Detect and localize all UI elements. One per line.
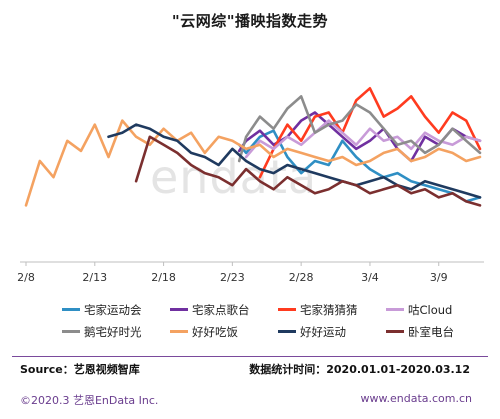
legend-item: 宅家运动会 [62,302,142,317]
legend-swatch [170,330,188,333]
legend-swatch [62,330,80,333]
site-link[interactable]: www.endata.com.cn [360,392,473,405]
period-text: 数据统计时间：2020.01.01-2020.03.12 [249,363,470,376]
series-layer [24,87,482,207]
legend-label: 好好运动 [300,325,346,339]
legend-item: 宅家猜猜猜 [278,302,358,317]
footer: ©2020.3 艺恩EnData Inc. www.endata.com.cn [0,384,500,419]
legend-item: 鹅宅好时光 [62,324,142,339]
legend-swatch [278,308,296,311]
chart-title: "云网综"播映指数走势 [171,12,329,30]
legend-label: 咕Cloud [408,303,453,317]
legend-item: 好好吃饭 [170,324,238,339]
x-tick-label: 2/13 [82,271,107,284]
legend-label: 鹅宅好时光 [84,325,142,339]
legend-swatch [386,330,404,333]
x-tick-label: 2/8 [17,271,35,284]
source-text: Source：艺恩视频智库 [20,363,140,376]
legend-label: 宅家猜猜猜 [300,303,358,317]
x-tick-label: 3/9 [430,271,448,284]
series-line-7 [134,135,482,207]
axis-layer: 2/8 2/13 2/18 2/23 2/28 3/4 3/9 [17,261,484,284]
legend-swatch [170,308,188,311]
legend-label: 卧室电台 [408,325,454,339]
x-tick-label: 2/23 [220,271,245,284]
x-tick-label: 2/18 [151,271,176,284]
copyright-text: ©2020.3 艺恩EnData Inc. [20,394,159,407]
legend-swatch [386,308,404,311]
line-chart: 2/8 2/13 2/18 2/23 2/28 3/4 3/9 [17,87,484,284]
series-line-6 [107,123,482,199]
legend-swatch [62,308,80,311]
series-line-5 [24,119,482,207]
legend-item: 好好运动 [278,324,346,339]
series-line-0 [237,129,482,203]
legend-swatch [278,330,296,333]
x-tick-label: 3/4 [361,271,379,284]
legend-item: 咕Cloud [386,302,453,317]
legend-item: 卧室电台 [386,324,454,339]
legend-label: 宅家运动会 [84,303,142,317]
legend-item: 宅家点歌台 [170,302,250,317]
legend-label: 好好吃饭 [192,325,238,339]
series-line-4 [237,95,482,163]
series-line-2 [258,87,482,179]
source-divider [12,356,488,357]
legend-label: 宅家点歌台 [192,303,250,317]
x-tick-label: 2/28 [289,271,314,284]
